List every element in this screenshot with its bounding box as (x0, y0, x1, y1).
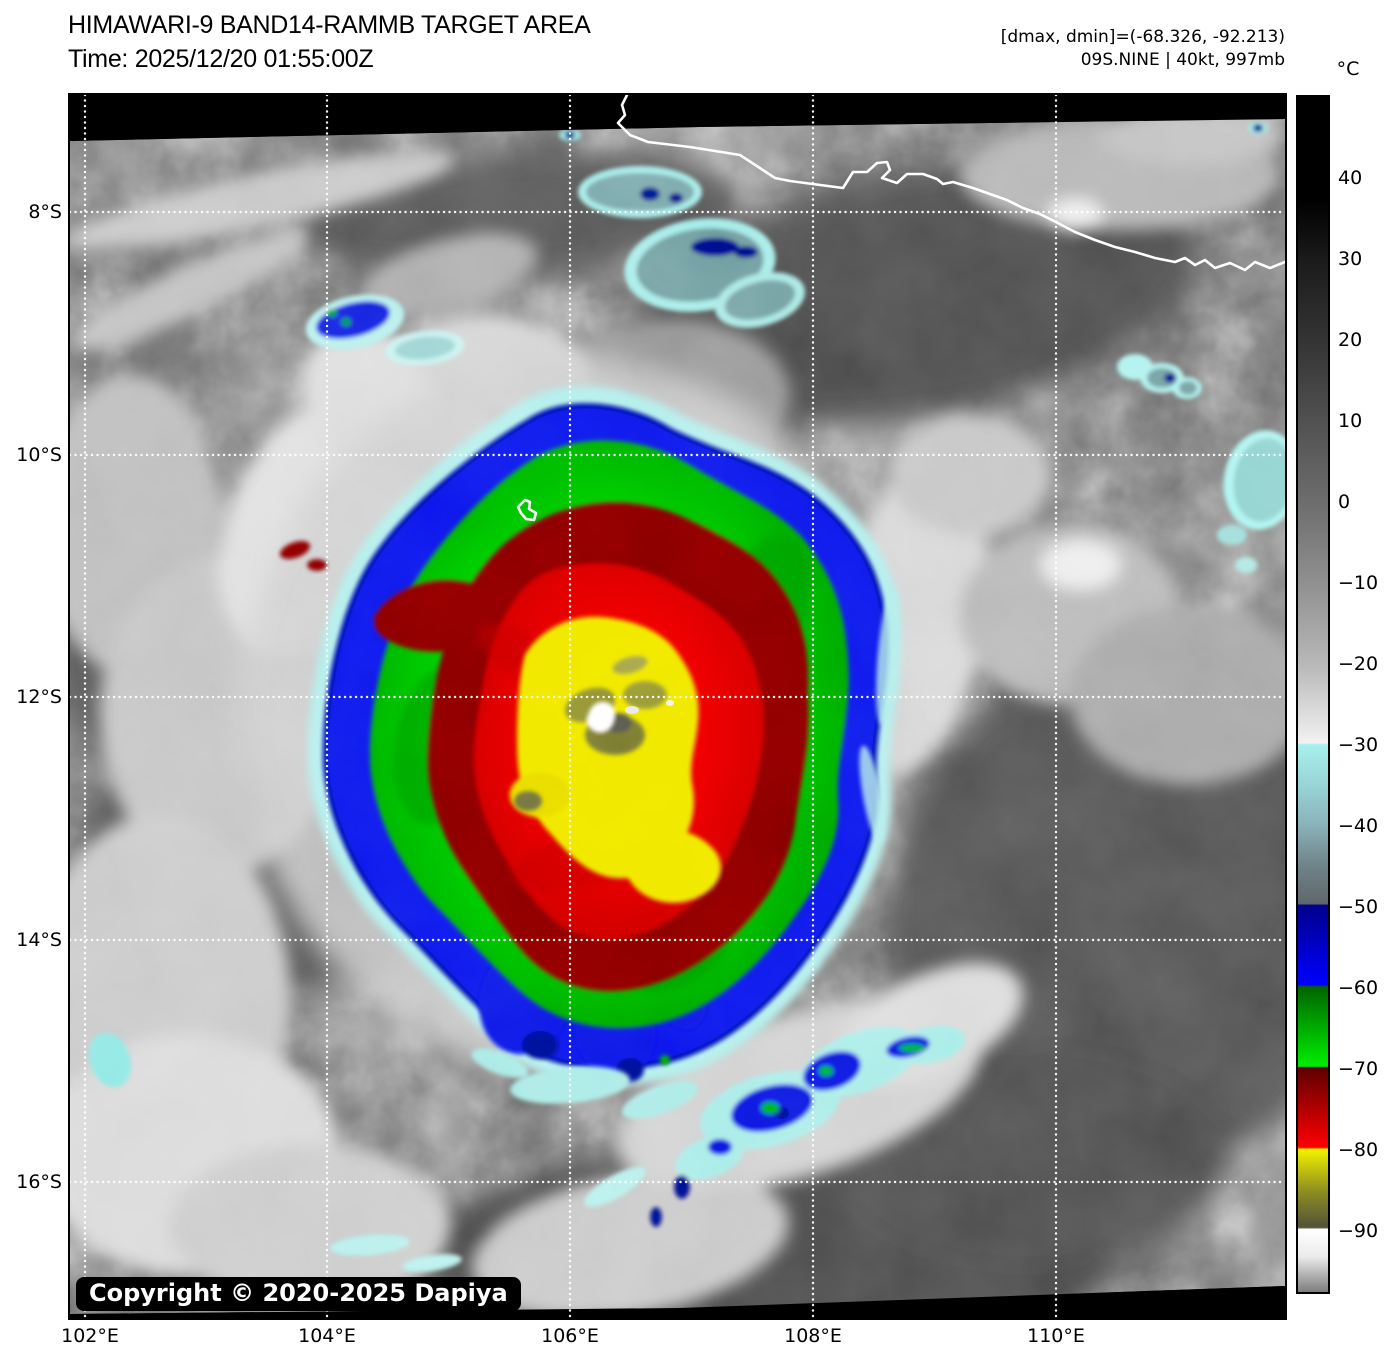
colorbar-tick: −30 (1338, 734, 1379, 756)
x-tick-102e: 102°E (61, 1325, 119, 1347)
colorbar-unit-label: °C (1336, 58, 1360, 80)
satellite-map-frame (68, 93, 1287, 1320)
y-tick-14s: 14°S (16, 929, 62, 951)
colorbar-tick: −40 (1338, 815, 1379, 837)
timestamp: Time: 2025/12/20 01:55:00Z (68, 45, 374, 73)
x-tick-110e: 110°E (1027, 1325, 1085, 1347)
x-tick-104e: 104°E (298, 1325, 356, 1347)
colorbar-tick: −20 (1338, 653, 1379, 675)
colorbar-tick: 0 (1338, 491, 1351, 513)
storm-id-readout: 09S.NINE | 40kt, 997mb (1080, 50, 1285, 70)
colorbar-tick: 20 (1338, 329, 1363, 351)
ir-grain-overlay (70, 95, 1285, 1318)
colorbar-tick: −80 (1338, 1139, 1379, 1161)
colorbar-tick: −60 (1338, 977, 1379, 999)
latlon-grid (70, 95, 1285, 1318)
copyright-badge: Copyright © 2020-2025 Dapiya (76, 1277, 521, 1311)
y-tick-16s: 16°S (16, 1171, 62, 1193)
colorbar-tick: −70 (1338, 1058, 1379, 1080)
colorbar (1296, 95, 1330, 1294)
colorbar-tick: −90 (1338, 1220, 1379, 1242)
satellite-image (70, 95, 1285, 1318)
y-tick-12s: 12°S (16, 686, 62, 708)
colorbar-tick: 30 (1338, 248, 1363, 270)
colorbar-tick: 40 (1338, 167, 1363, 189)
header-left: HIMAWARI-9 BAND14-RAMMB TARGET AREA Time… (68, 8, 591, 76)
y-tick-10s: 10°S (16, 444, 62, 466)
header-right: [dmax, dmin]=(-68.326, -92.213) 09S.NINE… (1001, 26, 1285, 72)
island-outline (516, 498, 538, 522)
coastline (516, 95, 1285, 522)
x-tick-108e: 108°E (784, 1325, 842, 1347)
scan-edge-wedges (70, 95, 1285, 1318)
dmax-dmin-readout: [dmax, dmin]=(-68.326, -92.213) (1000, 27, 1285, 47)
x-tick-106e: 106°E (541, 1325, 599, 1347)
page-title: HIMAWARI-9 BAND14-RAMMB TARGET AREA (68, 11, 591, 39)
y-tick-8s: 8°S (28, 201, 62, 223)
colorbar-tick: 10 (1338, 410, 1363, 432)
colorbar-tick: −50 (1338, 896, 1379, 918)
colorbar-tick: −10 (1338, 572, 1379, 594)
